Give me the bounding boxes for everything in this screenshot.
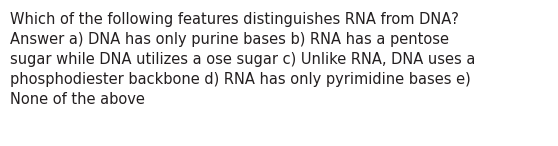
Text: Which of the following features distinguishes RNA from DNA?
Answer a) DNA has on: Which of the following features distingu… (10, 12, 475, 107)
